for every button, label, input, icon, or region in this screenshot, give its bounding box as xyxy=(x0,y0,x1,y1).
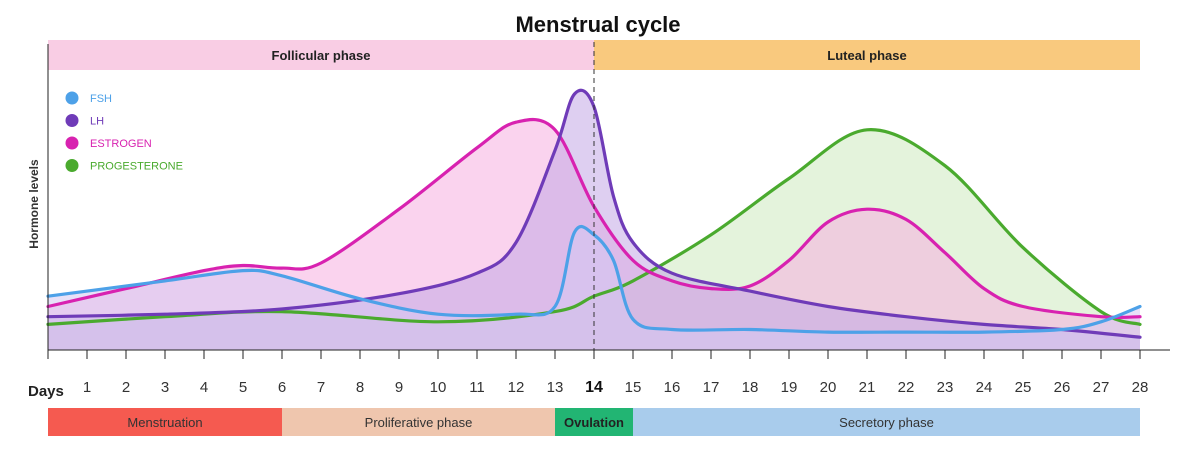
band-secretory-phase xyxy=(633,408,1140,436)
x-axis-label: Days xyxy=(28,383,64,400)
band-label-ovulation: Ovulation xyxy=(564,415,624,430)
legend: FSH LH ESTROGEN PROGESTERONE xyxy=(65,91,183,173)
series-lines xyxy=(46,88,1142,339)
x-tick-label: 22 xyxy=(898,379,915,396)
x-tick-label: 13 xyxy=(547,379,564,396)
x-tick-label: 15 xyxy=(625,379,642,396)
x-tick-label: 3 xyxy=(161,379,169,396)
x-tick-label: 8 xyxy=(356,379,364,396)
x-tick-labels: 1 2 3 4 5 6 7 8 9 10 11 12 13 14 15 16 17 18 19 20 21 22 23 24 2… xyxy=(83,379,1149,396)
x-tick-label: 12 xyxy=(508,379,525,396)
x-tick-label: 26 xyxy=(1054,379,1071,396)
band-label-proliferative-phase: Proliferative phase xyxy=(365,415,473,430)
legend-marker-fsh xyxy=(65,91,79,105)
x-tick-label: 2 xyxy=(122,379,130,396)
line-estrogen xyxy=(46,117,1142,320)
x-tick-label: 27 xyxy=(1093,379,1110,396)
legend-label-estrogen: ESTROGEN xyxy=(90,138,152,150)
x-tick-label: 24 xyxy=(976,379,993,396)
axes xyxy=(47,44,1170,359)
line-fsh xyxy=(46,224,1142,334)
x-tick-label: 17 xyxy=(703,379,720,396)
phase-label-follicular-phase: Follicular phase xyxy=(272,48,371,63)
line-lh xyxy=(46,88,1142,339)
x-tick-label: 7 xyxy=(317,379,325,396)
phase-label-luteal-phase: Luteal phase xyxy=(827,48,906,63)
x-tick-label: 5 xyxy=(239,379,247,396)
x-tick-label: 20 xyxy=(820,379,837,396)
x-tick-label: 18 xyxy=(742,379,759,396)
legend-marker-lh xyxy=(65,114,79,127)
area-lh xyxy=(48,90,1140,351)
cycle-bands: Menstruation Proliferative phase Ovulation… xyxy=(48,408,1140,436)
legend-marker-progesterone xyxy=(65,159,79,172)
legend-label-fsh: FSH xyxy=(90,93,112,105)
x-tick-label: 25 xyxy=(1015,379,1032,396)
band-label-menstruation: Menstruation xyxy=(127,415,202,430)
x-tick-label: 1 xyxy=(83,379,91,396)
band-label-secretory-phase: Secretory phase xyxy=(839,415,934,430)
x-tick-label: 21 xyxy=(859,379,876,396)
band-proliferative-phase xyxy=(282,408,555,436)
chart-title: Menstrual cycle xyxy=(515,12,680,37)
legend-marker-estrogen xyxy=(65,136,79,150)
x-tick-label: 14 xyxy=(585,379,603,396)
x-tick-label: 10 xyxy=(430,379,447,396)
x-tick-label: 11 xyxy=(469,379,485,396)
series-fills xyxy=(48,90,1140,351)
phase-luteal-phase xyxy=(594,40,1140,70)
band-menstruation xyxy=(48,408,282,436)
phase-follicular-phase xyxy=(48,40,594,70)
phase-header: Follicular phase Luteal phase xyxy=(48,40,1140,70)
x-tick-label: 23 xyxy=(937,379,954,396)
band-ovulation xyxy=(555,408,633,436)
x-tick-label: 9 xyxy=(395,379,403,396)
x-tick-label: 16 xyxy=(664,379,681,396)
line-progesterone xyxy=(46,128,1142,326)
legend-label-progesterone: PROGESTERONE xyxy=(90,161,183,173)
y-axis-label: Hormone levels xyxy=(27,159,41,249)
x-tick-label: 19 xyxy=(781,379,798,396)
x-tick-label: 4 xyxy=(200,379,208,396)
legend-label-lh: LH xyxy=(90,116,104,128)
x-tick-label: 28 xyxy=(1132,379,1149,396)
x-tick-label: 6 xyxy=(278,379,286,396)
